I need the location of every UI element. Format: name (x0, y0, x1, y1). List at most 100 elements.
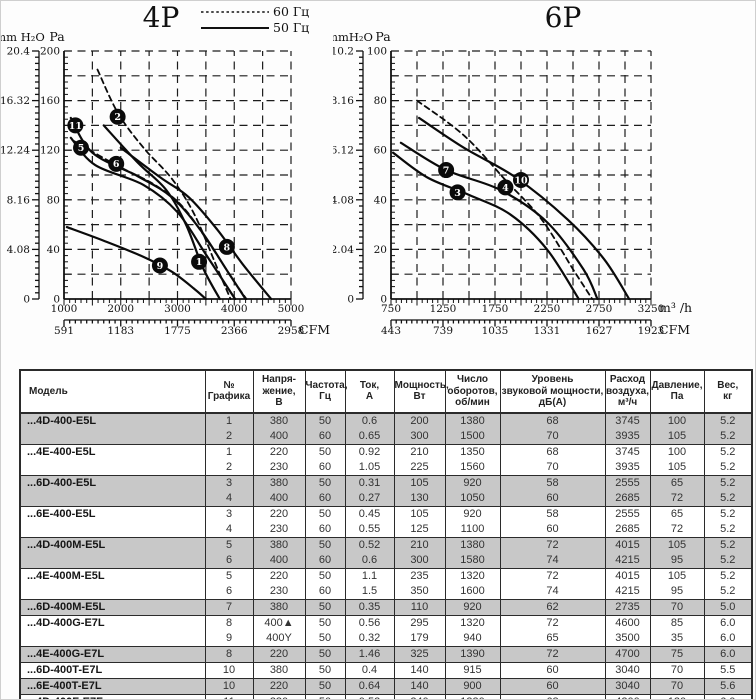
chart-6p: 0 20 40 60 80 100 750 1250 1750 2250 2750 3250 0 2.04… (333, 3, 692, 337)
value-cell: 3 (204, 505, 254, 522)
svg-text:2: 2 (114, 112, 121, 123)
value-cell: 60 (499, 661, 606, 678)
axis-label: 1750 (482, 303, 509, 315)
value-cell: 5.2 (703, 505, 753, 522)
table-row: ...4E-400-E5L 1 220 50 0.92 210 1350 68 3745 100 5… (19, 443, 753, 475)
value-cell: 60 (499, 677, 606, 694)
value-cell: 0.32 (344, 630, 395, 646)
axis-label: 1183 (107, 325, 134, 337)
value-cell: 380 (252, 536, 306, 553)
axis-label: 2958 (278, 325, 305, 337)
axis-label: 120 (40, 145, 60, 157)
value-cell: 2 (204, 459, 254, 475)
axis-label: 8.16 (333, 95, 354, 107)
value-cell: 5.2 (703, 552, 753, 568)
value-cell: 4700 (604, 645, 651, 662)
graph-marker-4: 4 (497, 179, 514, 196)
value-cell: 220 (252, 677, 306, 694)
axis-label: 160 (40, 95, 60, 107)
axis-label: 0 (53, 294, 60, 306)
value-cell: 3040 (604, 677, 651, 694)
value-cell: 6 (204, 552, 254, 568)
value-cell: 0.52 (344, 693, 395, 699)
value-cell: 74 (499, 552, 606, 568)
svg-text:1: 1 (196, 257, 203, 268)
axis-label: 4.08 (333, 194, 354, 206)
value-cell: 2555 (604, 505, 651, 522)
value-cell: 65 (649, 474, 705, 491)
axis-ticks (390, 50, 652, 306)
value-cell: 179 (393, 630, 446, 646)
cfm-ruler (63, 319, 292, 327)
value-cell: 60 (304, 552, 346, 568)
value-cell: 65 (499, 630, 606, 646)
value-cell: 60 (304, 521, 346, 537)
axis-label: 80 (47, 194, 60, 206)
value-cell: 72 (499, 567, 606, 584)
grid (391, 50, 652, 299)
value-cell: 1 (204, 412, 254, 429)
axis-label: 0 (23, 294, 30, 306)
value-cell: 100 (649, 443, 705, 460)
value-cell: 1380 (444, 412, 501, 429)
value-cell: 4 (204, 490, 254, 506)
axis-label: m³ /h (659, 300, 692, 315)
value-cell: 65 (649, 505, 705, 522)
svg-text:4: 4 (502, 183, 509, 194)
table-row: ...6E-400T-E7L 10 220 50 0.64 140 900 60 3040 70 5… (19, 677, 753, 694)
value-cell: 100 (649, 412, 705, 429)
mm-h2o-ruler (356, 50, 364, 300)
value-cell: 4015 (604, 567, 651, 584)
value-cell: 50 (304, 661, 346, 678)
value-cell: 5.2 (703, 474, 753, 491)
axis-label: 2366 (221, 325, 248, 337)
value-cell: 5.5 (703, 661, 753, 678)
model-cell: ...6D-400M-E5L (19, 598, 206, 615)
axis-label: 2250 (534, 303, 561, 315)
legend-label: 50 Гц (273, 20, 309, 35)
value-cell: 0.27 (344, 490, 395, 506)
axis-label: 60 (374, 145, 387, 157)
value-cell: 210 (393, 536, 446, 553)
value-cell: 58 (499, 474, 606, 491)
value-cell: 5.2 (703, 536, 753, 553)
value-cell: 350 (393, 583, 446, 599)
value-cell: 380 (252, 412, 306, 429)
value-cell: 140 (393, 661, 446, 678)
value-cell: 3040 (604, 661, 651, 678)
value-cell: 70 (499, 459, 606, 475)
header-voltage: Напря- жение, В (252, 369, 306, 414)
curve-graph-5 (69, 136, 237, 301)
value-cell: 70 (499, 428, 606, 444)
svg-text:10: 10 (514, 175, 528, 186)
value-cell: 0.6 (344, 412, 395, 429)
value-cell: 3 (204, 474, 254, 491)
mm-h2o-ruler (32, 50, 40, 300)
axis-label: 16.32 (1, 95, 30, 107)
axis-label: CFM (299, 322, 330, 337)
table-row: 2 230 60 1.05 225 1560 70 3935 105 5.2 (20, 459, 753, 475)
value-cell: 1050 (444, 490, 501, 506)
value-cell: 68 (499, 443, 606, 460)
value-cell: 0.4 (344, 661, 395, 678)
value-cell: 58 (499, 505, 606, 522)
header-row: Модель № Графика Напря- жение, В Частота… (19, 369, 753, 414)
axis-label: 591 (54, 325, 74, 337)
value-cell: 6 (204, 583, 254, 599)
table-row: ...4D-400F-E7F11380500.52240133068420012… (19, 693, 753, 699)
curve-graph-8 (119, 146, 273, 301)
value-cell: 1390 (444, 645, 501, 662)
value-cell: 4 (204, 521, 254, 537)
value-cell: 380 (252, 693, 306, 699)
value-cell: 70 (649, 661, 705, 678)
model-cell: ...4E-400M-E5L (19, 567, 206, 599)
value-cell: 380 (252, 661, 306, 678)
value-cell: 230 (252, 459, 306, 475)
axis-label: 1331 (534, 325, 561, 337)
value-cell: 125 (393, 521, 446, 537)
chart-4p: 0 40 80 120 160 200 1000 2000 3000 4000 5000 0 4.08 8… (1, 3, 330, 337)
table-row: ...4D-400-E5L 1 380 50 0.6 200 1380 68 3745 100 5.… (19, 412, 753, 444)
value-cell: 2735 (604, 598, 651, 615)
axis-label: mmH₂O (333, 30, 373, 44)
table-row: ...6D-400-E5L 3 380 50 0.31 105 920 58 2555 65 5.2 (19, 474, 753, 506)
